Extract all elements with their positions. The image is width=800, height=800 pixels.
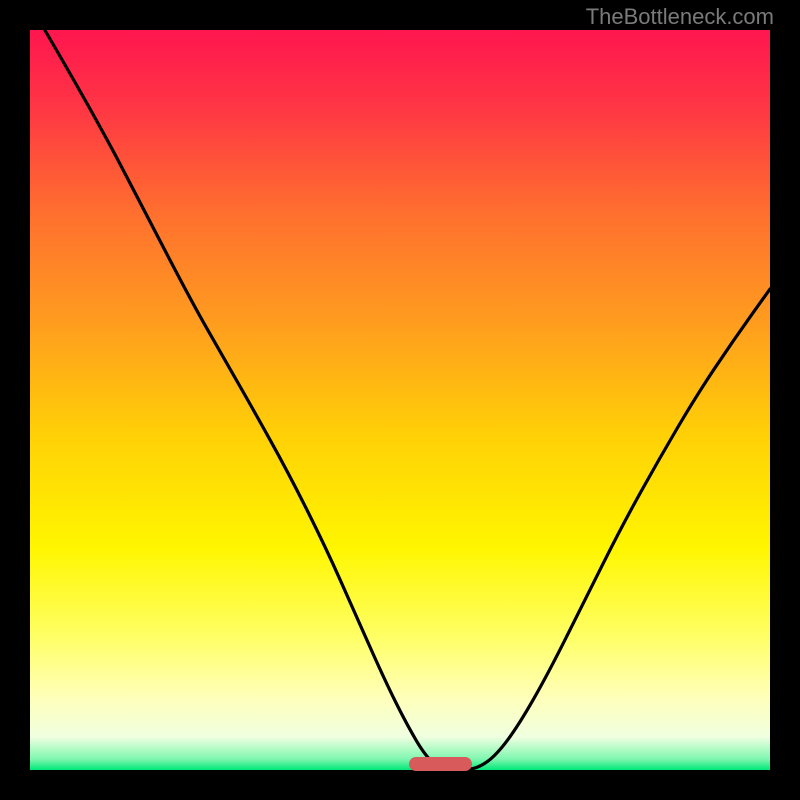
plot-area <box>30 30 770 770</box>
watermark-text: TheBottleneck.com <box>586 4 774 30</box>
curve-svg <box>30 30 770 770</box>
optimal-marker <box>409 757 472 772</box>
chart-frame: TheBottleneck.com <box>0 0 800 800</box>
bottleneck-curve <box>45 30 770 770</box>
